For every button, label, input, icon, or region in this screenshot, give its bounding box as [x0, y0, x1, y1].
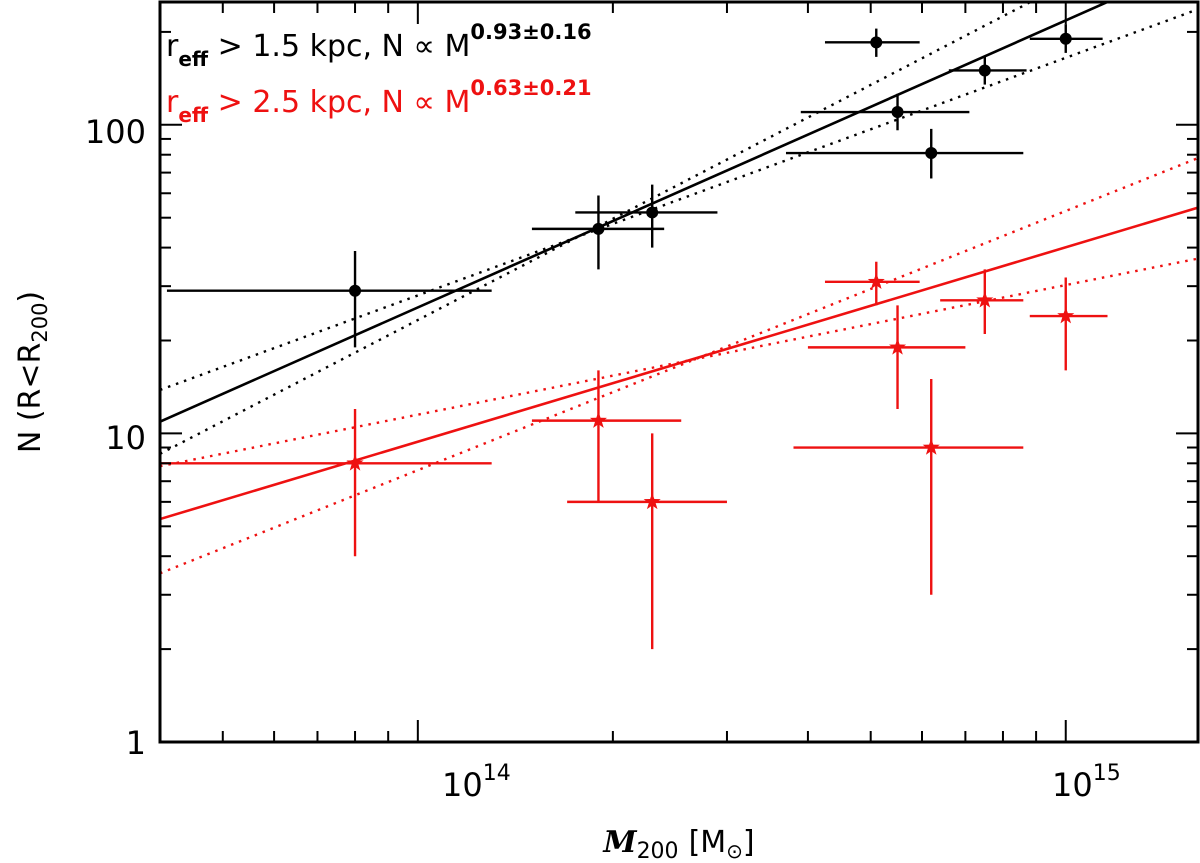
fit-line-series-0 — [160, 2, 1111, 423]
y-tick-labels: 1 10 100 — [85, 113, 146, 762]
data-point-circle — [592, 222, 605, 235]
fit-bound-series-1-1 — [160, 156, 1198, 575]
data-point-star — [346, 454, 364, 471]
x-tick-labels: 1014 1015 — [442, 761, 1121, 804]
legend-entry-black: reff > 1.5 kpc, N ∝ M0.93±0.16 — [166, 20, 592, 71]
y-tick-label-100: 100 — [85, 113, 146, 151]
legend: reff > 1.5 kpc, N ∝ M0.93±0.16 reff > 2.… — [166, 20, 592, 127]
data-markers — [346, 32, 1075, 510]
data-point-star — [922, 438, 940, 455]
fit-bound-series-0-0 — [160, 8, 1198, 392]
x-axis-label: M200 [M⊙] — [602, 825, 754, 863]
y-axis-label: N (R<R200) — [13, 291, 52, 453]
data-point-star — [867, 272, 885, 290]
data-point-star — [888, 338, 907, 355]
data-point-circle — [978, 64, 991, 77]
data-point-circle — [870, 36, 883, 49]
x-tick-label-1e14: 1014 — [442, 761, 511, 804]
axis-ticks — [159, 2, 1198, 743]
y-tick-label-10: 10 — [105, 419, 146, 457]
data-point-star — [589, 411, 607, 428]
legend-entry-red: reff > 2.5 kpc, N ∝ M0.63±0.21 — [166, 76, 592, 127]
plot-frame — [158, 0, 1200, 744]
fit-lines — [160, 2, 1198, 575]
data-point-circle — [891, 106, 904, 119]
data-point-star — [1057, 307, 1075, 324]
data-point-circle — [349, 284, 362, 297]
y-tick-label-1: 1 — [126, 724, 146, 762]
data-point-star — [976, 291, 994, 308]
data-point-circle — [646, 206, 659, 219]
data-point-circle — [1059, 32, 1072, 45]
data-point-circle — [925, 147, 938, 160]
fit-bound-series-0-1 — [160, 2, 1034, 455]
fit-bound-series-1-0 — [160, 257, 1198, 468]
x-tick-label-1e15: 1015 — [1052, 761, 1121, 804]
data-point-star — [643, 492, 661, 510]
